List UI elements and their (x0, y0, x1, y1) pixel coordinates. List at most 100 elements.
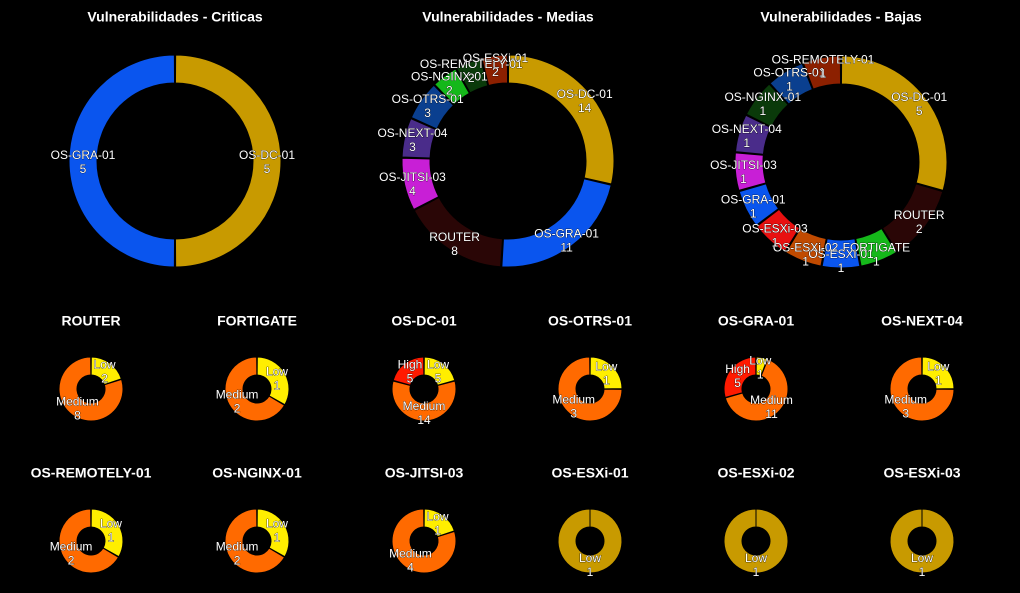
slice-medium[interactable] (889, 356, 955, 422)
slice-label: OS-GRA-01 (721, 193, 786, 207)
slice-value: 5 (734, 376, 741, 390)
chart-title: OS-ESXi-03 (883, 465, 960, 481)
slice-value: 11 (765, 407, 778, 421)
slice-label: OS-DC-01 (557, 87, 613, 101)
slice-os-otrs-01[interactable] (410, 84, 455, 130)
slice-value: 1 (919, 565, 926, 579)
slice-value: 8 (451, 244, 458, 258)
slice-os-gra-01[interactable] (68, 54, 176, 268)
slice-os-remotely-01[interactable] (802, 55, 842, 90)
slice-medium[interactable] (557, 356, 623, 422)
slice-label: ROUTER (429, 230, 480, 244)
slice-value: 1 (820, 67, 827, 81)
slice-label: Medium (50, 540, 93, 554)
slice-value: 2 (916, 222, 923, 236)
slice-value: 1 (753, 565, 760, 579)
slice-medium[interactable] (391, 380, 457, 422)
slice-label: Medium (750, 393, 793, 407)
chart-title: OS-NGINX-01 (212, 465, 302, 481)
slice-label: OS-NGINX-01 (411, 69, 488, 83)
slice-low[interactable] (723, 508, 789, 574)
slice-label: Medium (56, 395, 99, 409)
slice-os-dc-01[interactable] (840, 55, 948, 192)
slice-value: 4 (407, 561, 414, 575)
chart-title: OS-NEXT-04 (881, 313, 963, 329)
chart-title: FORTIGATE (217, 313, 297, 329)
slice-medium[interactable] (58, 356, 124, 422)
slice-low[interactable] (256, 508, 290, 558)
slice-os-jitsi-03[interactable] (401, 157, 440, 211)
slice-value: 3 (902, 406, 909, 420)
slice-label: OS-NEXT-04 (377, 126, 447, 140)
slice-value: 5 (916, 104, 923, 118)
slice-low[interactable] (423, 508, 455, 538)
slice-medium[interactable] (58, 508, 120, 574)
slice-value: 1 (434, 523, 441, 537)
slice-os-otrs-01[interactable] (769, 62, 814, 105)
slice-os-remotely-01[interactable] (455, 58, 489, 94)
slice-low[interactable] (90, 356, 122, 386)
slice-os-esxi-01[interactable] (821, 238, 861, 269)
slice-value: 1 (935, 374, 942, 388)
slice-fortigate[interactable] (855, 227, 897, 267)
slice-label: Low (427, 358, 449, 372)
slice-label: Low (266, 364, 288, 378)
slice-os-dc-01[interactable] (174, 54, 282, 268)
slice-value: 1 (743, 136, 750, 150)
slice-value: 5 (435, 372, 442, 386)
slice-os-gra-01[interactable] (501, 178, 612, 268)
slice-low[interactable] (889, 508, 955, 574)
slice-value: 5 (407, 372, 414, 386)
slice-os-nginx-01[interactable] (434, 68, 470, 106)
slice-os-next-04[interactable] (734, 114, 772, 155)
slice-label: Low (911, 551, 933, 565)
slice-medium[interactable] (391, 508, 457, 574)
slice-low[interactable] (423, 356, 456, 386)
slice-low[interactable] (557, 508, 623, 574)
slice-os-next-04[interactable] (401, 118, 438, 159)
slice-label: OS-ESXi-01 (808, 247, 874, 261)
slice-os-gra-01[interactable] (738, 183, 780, 227)
slice-high[interactable] (392, 356, 425, 386)
slice-os-esxi-03[interactable] (756, 208, 801, 253)
slice-low[interactable] (921, 356, 955, 390)
slice-os-esxi-02[interactable] (785, 227, 827, 267)
slice-value: 2 (446, 83, 453, 97)
slice-router[interactable] (413, 196, 504, 268)
slice-high[interactable] (723, 356, 757, 399)
slice-value: 1 (786, 80, 793, 94)
slice-medium[interactable] (224, 508, 286, 574)
slice-router[interactable] (881, 183, 944, 253)
slice-medium[interactable] (224, 356, 286, 422)
chart-title: OS-OTRS-01 (548, 313, 632, 329)
slice-label: Medium (216, 540, 259, 554)
slice-os-nginx-01[interactable] (745, 83, 789, 128)
slice-low[interactable] (589, 356, 623, 390)
slice-value: 1 (274, 530, 281, 544)
chart-title: OS-JITSI-03 (385, 465, 464, 481)
slice-label: OS-OTRS-01 (392, 92, 464, 106)
slice-low[interactable] (90, 508, 124, 558)
slice-label: Low (595, 360, 617, 374)
slice-os-esxi-01[interactable] (481, 54, 509, 87)
slice-os-dc-01[interactable] (507, 54, 615, 185)
slice-os-jitsi-03[interactable] (734, 152, 767, 192)
chart-title: OS-DC-01 (391, 313, 457, 329)
slice-low[interactable] (256, 356, 290, 406)
slice-value: 14 (417, 413, 431, 427)
slice-medium[interactable] (724, 358, 789, 422)
donut-chart-vulnerabilidades-bajas: Vulnerabilidades - Bajas OS-DC-015 ROUTER2… (710, 9, 948, 276)
slice-value: 2 (468, 71, 475, 85)
slice-label: Low (927, 360, 949, 374)
slice-label: OS-DC-01 (239, 148, 295, 162)
slice-label: OS-NGINX-01 (724, 90, 801, 104)
slice-value: 2 (492, 65, 499, 79)
